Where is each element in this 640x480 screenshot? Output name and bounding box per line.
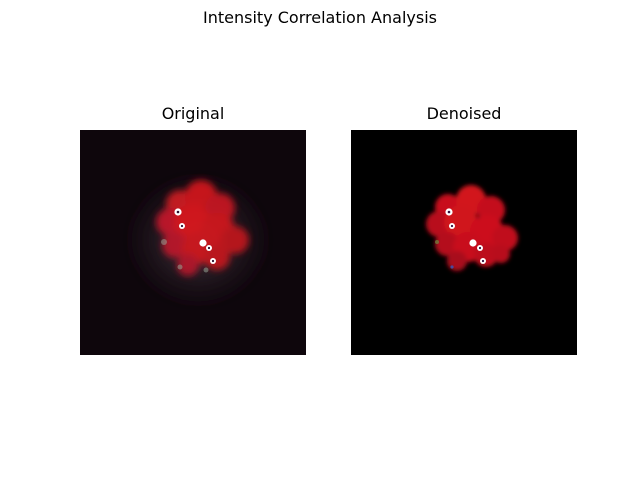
original-image-graphic [80, 130, 306, 355]
denoised-image-graphic [351, 130, 577, 355]
image-denoised [351, 130, 577, 355]
marker-spots-denoised [445, 208, 486, 264]
image-original [80, 130, 306, 355]
figure-title: Intensity Correlation Analysis [203, 8, 437, 27]
panel-title-denoised: Denoised [426, 104, 502, 123]
panel-title-original: Original [161, 104, 225, 123]
marker-spots-original [174, 208, 216, 264]
